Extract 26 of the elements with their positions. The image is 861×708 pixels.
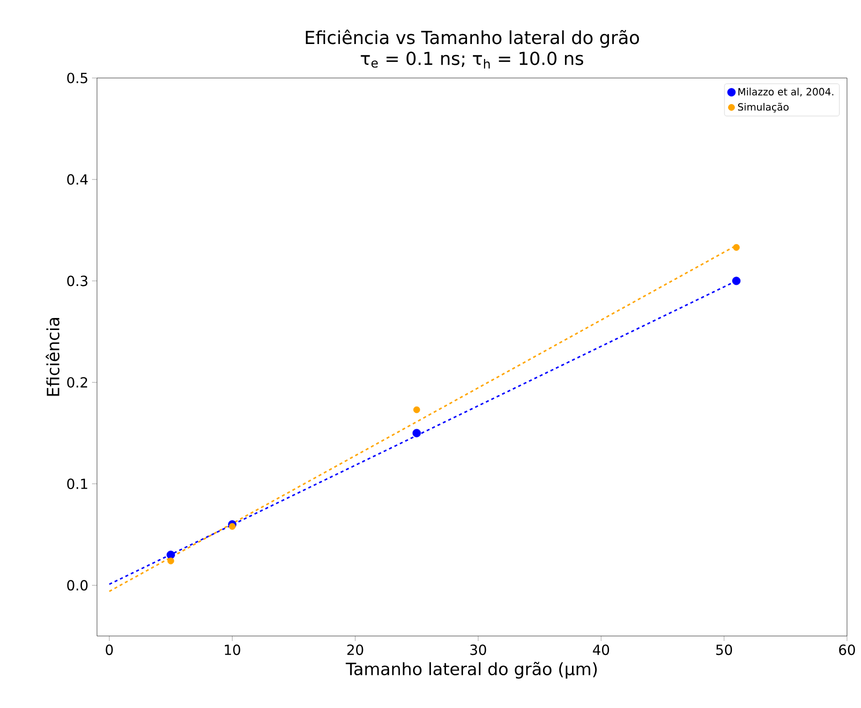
- legend-label: Simulação: [738, 102, 789, 112]
- y-tick-label: 0.2: [67, 377, 88, 388]
- point: [732, 276, 741, 286]
- chart-subtitle: τ$_{e}$ = 0.1 ns; τ$_{h}$ = 10.0 ns: [360, 52, 584, 68]
- y-tick-label: 0.5: [67, 72, 88, 84]
- y-tick-label: 0.4: [67, 174, 88, 185]
- point: [732, 244, 740, 251]
- x-tick-label: 30: [470, 644, 486, 656]
- point: [167, 558, 174, 564]
- chart-title: Eficiência vs Tamanho lateral do grão: [306, 30, 639, 48]
- x-tick-label: 0: [106, 644, 113, 656]
- point: [413, 406, 420, 414]
- y-axis-title: Eficiência: [46, 318, 60, 396]
- point: [412, 428, 421, 438]
- y-tick-label: 0.3: [67, 276, 88, 286]
- x-tick-label: 60: [839, 644, 855, 656]
- x-tick-label: 10: [224, 644, 240, 656]
- x-tick-label: 20: [347, 644, 364, 656]
- x-tick-label: 50: [716, 644, 732, 656]
- x-tick-label: 40: [592, 644, 610, 656]
- point: [166, 550, 175, 560]
- x-axis-title: Tamanho lateral do grão (μm): [346, 662, 597, 679]
- point: [228, 523, 236, 530]
- y-tick-label: 0.0: [67, 580, 88, 591]
- legend-label: Milazzo et al, 2004.: [738, 88, 834, 96]
- y-tick-label: 0.1: [67, 478, 88, 490]
